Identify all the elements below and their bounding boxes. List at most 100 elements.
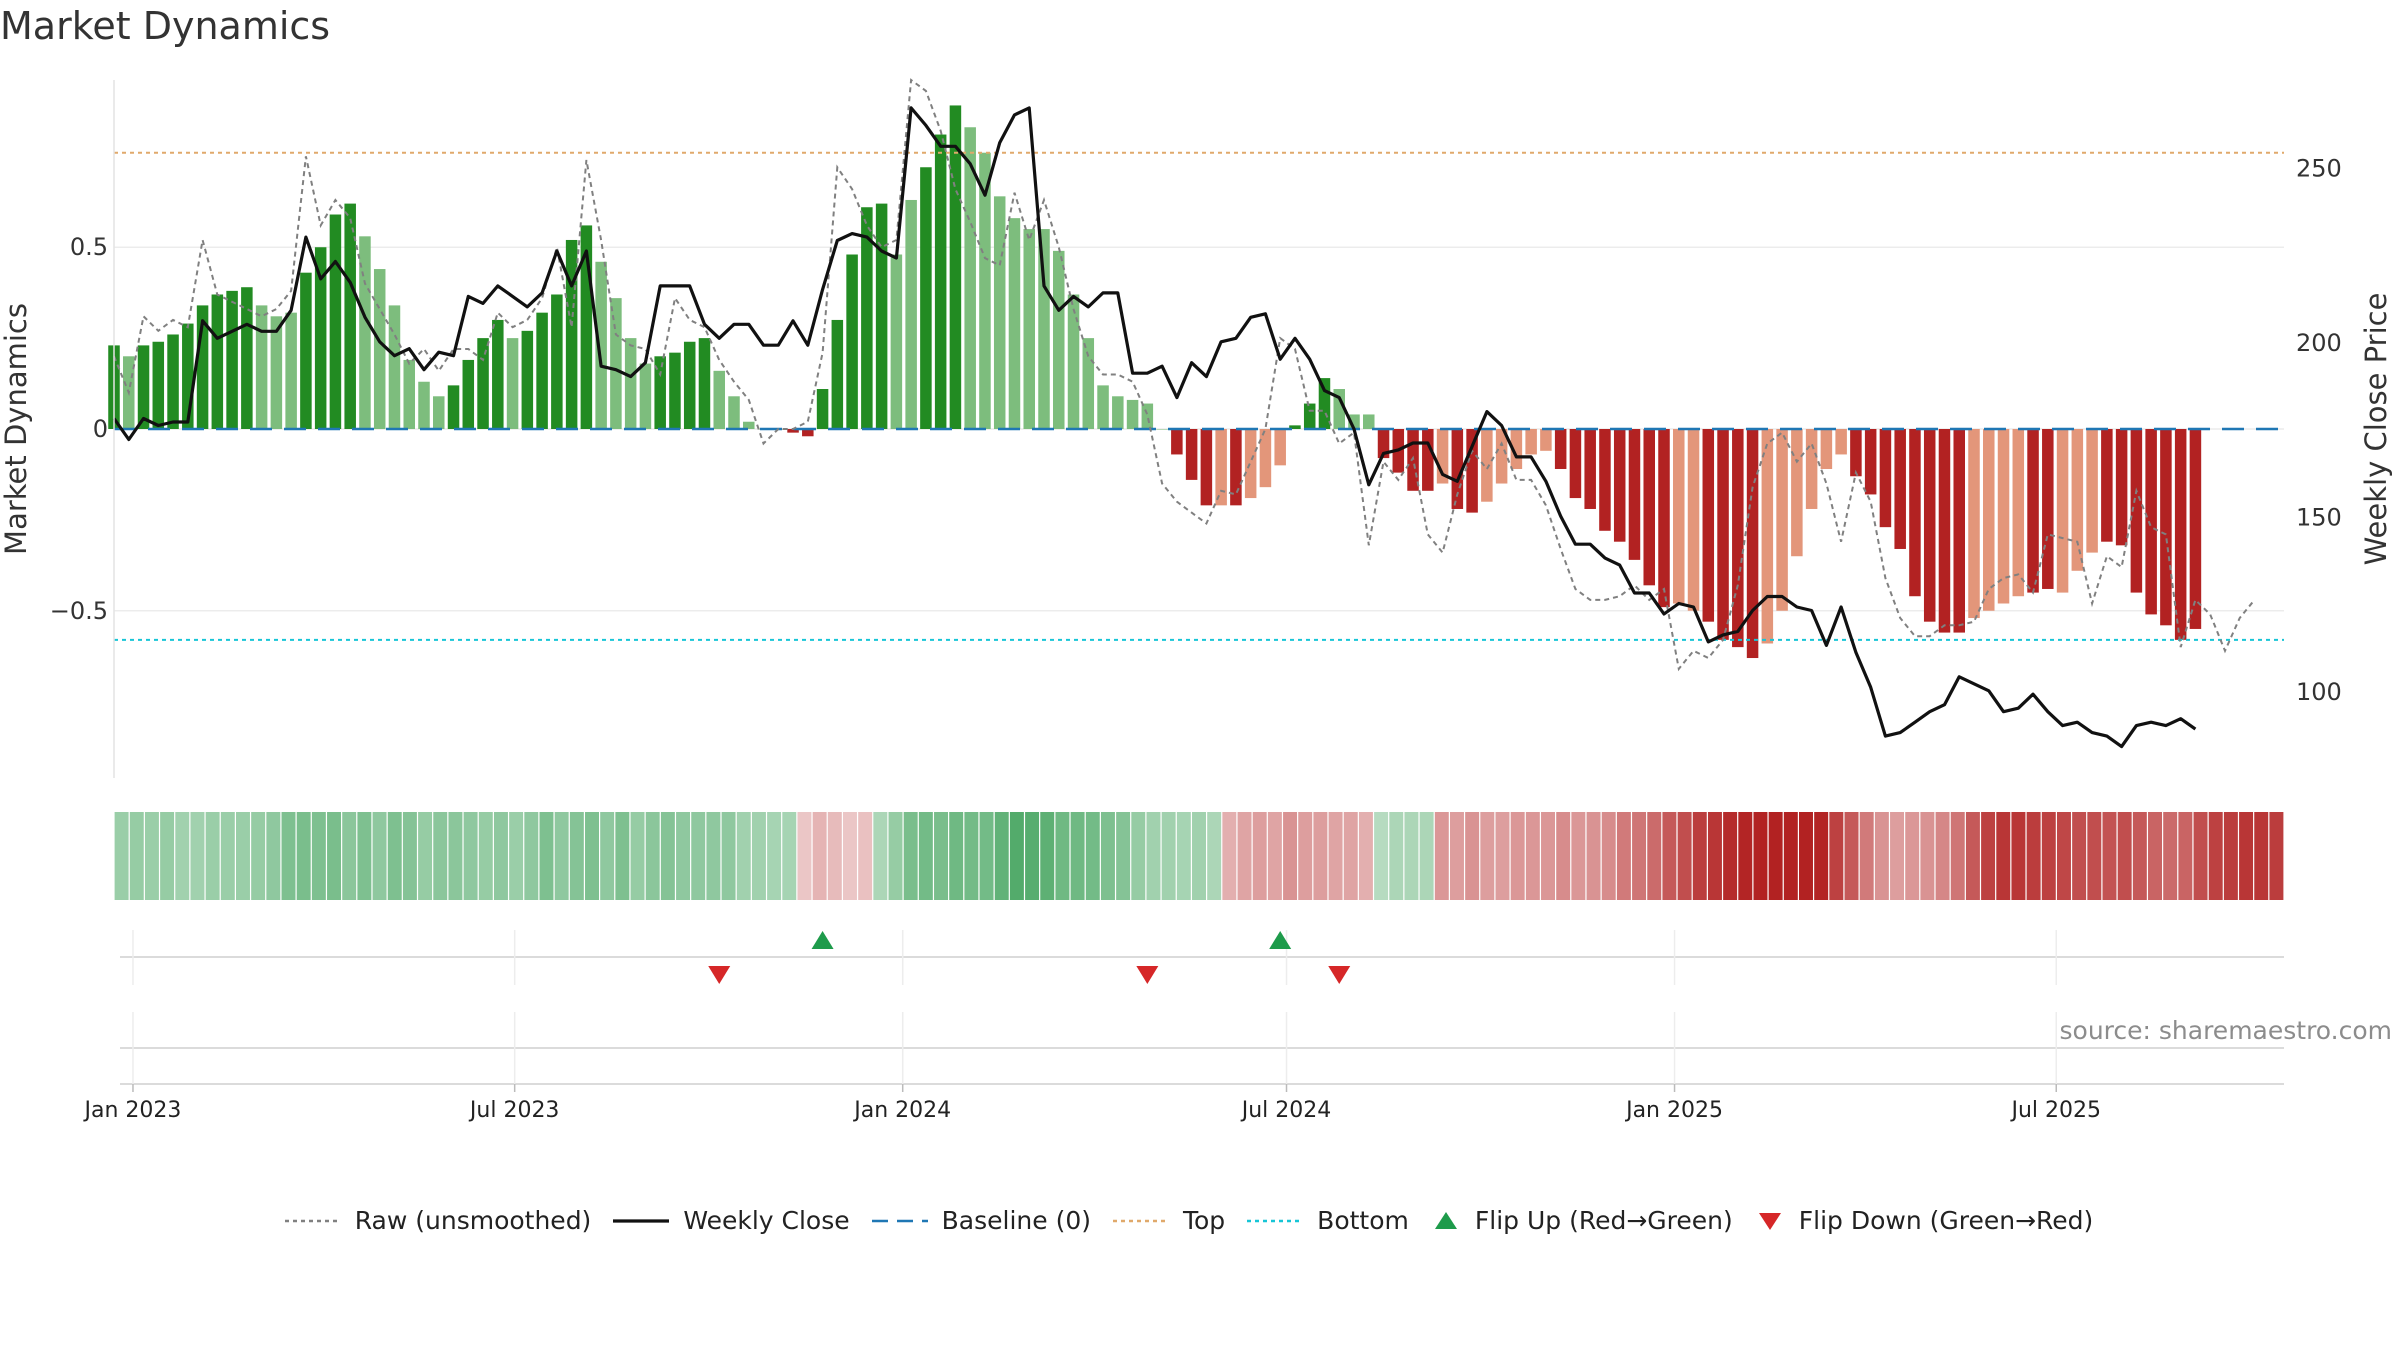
regime-cell — [1920, 812, 1935, 900]
regime-cell — [1738, 812, 1753, 900]
regime-cell — [1510, 812, 1525, 900]
legend-swatch — [1758, 1212, 1781, 1230]
dynamics-bar — [728, 396, 740, 429]
regime-cell — [1571, 812, 1586, 900]
dynamics-bar — [373, 269, 386, 429]
regime-cell — [827, 812, 842, 900]
regime-cell — [1768, 812, 1783, 900]
regime-cell — [1965, 812, 1980, 900]
dynamics-bar — [654, 356, 666, 429]
dynamics-bar — [713, 370, 725, 429]
dynamics-bar — [270, 316, 283, 429]
dynamics-bar — [1451, 429, 1464, 509]
x-tick-label: Jul 2024 — [1240, 1098, 1332, 1123]
legend-label: Baseline (0) — [941, 1206, 1091, 1235]
dynamics-bar — [846, 254, 858, 429]
dynamics-bar — [137, 345, 150, 429]
dynamics-bar — [1230, 429, 1242, 506]
dynamics-bar — [1289, 425, 1301, 429]
regime-cell — [600, 812, 615, 900]
dynamics-bar — [920, 167, 932, 429]
regime-cell — [721, 812, 736, 900]
dynamics-bar — [1658, 429, 1670, 608]
regime-cell — [2087, 812, 2102, 900]
regime-cell — [1783, 812, 1798, 900]
dynamics-bar — [1628, 429, 1641, 560]
dynamics-bar — [1348, 414, 1360, 429]
dynamics-bar — [1702, 429, 1715, 622]
regime-cell — [2269, 812, 2284, 900]
regime-cell — [979, 812, 994, 900]
regime-cell — [1055, 812, 1070, 900]
dynamics-bar — [1687, 429, 1700, 611]
dynamics-bar — [2027, 429, 2039, 593]
regime-cell — [1374, 812, 1389, 900]
flip-down-marker — [1328, 966, 1351, 984]
dynamics-bar — [1997, 429, 2010, 604]
regime-cell — [660, 812, 675, 900]
x-tick-label: Jul 2023 — [468, 1098, 560, 1123]
dynamics-bar — [433, 396, 445, 429]
legend-item-top: Top — [1112, 1206, 1225, 1235]
regime-cell — [1677, 812, 1692, 900]
regime-cell — [387, 812, 402, 900]
dynamics-bar — [1038, 229, 1050, 429]
flip-markers — [120, 930, 2284, 985]
dynamics-bar — [816, 389, 829, 429]
dynamics-bar — [1776, 429, 1788, 611]
regime-cell — [1525, 812, 1540, 900]
x-tick-label: Jan 2023 — [83, 1098, 182, 1123]
dynamics-bar — [1436, 429, 1449, 484]
regime-cell — [1009, 812, 1024, 900]
regime-cell — [1434, 812, 1449, 900]
regime-cell — [1950, 812, 1965, 900]
regime-cell — [251, 812, 266, 900]
regime-cell — [1176, 812, 1191, 900]
dynamics-bar — [1156, 429, 1168, 430]
regime-cell — [1981, 812, 1996, 900]
regime-cell — [1267, 812, 1282, 900]
dynamics-bar — [1894, 429, 1906, 549]
regime-cell — [372, 812, 387, 900]
regime-cell — [463, 812, 478, 900]
dynamics-bar — [536, 312, 548, 429]
regime-cell — [1070, 812, 1085, 900]
flip-up-marker — [811, 931, 834, 949]
regime-cell — [2178, 812, 2193, 900]
dynamics-bar — [1244, 429, 1257, 499]
dynamics-bar — [1067, 294, 1080, 429]
regime-cell — [175, 812, 190, 900]
regime-cell — [1207, 812, 1222, 900]
regime-cell — [994, 812, 1009, 900]
regime-cell — [1131, 812, 1146, 900]
regime-cell — [129, 812, 144, 900]
dynamics-bar — [1510, 429, 1523, 469]
dynamics-bar — [1318, 378, 1331, 429]
dynamics-bar — [861, 207, 873, 429]
dynamics-bar — [477, 338, 489, 429]
regime-cell — [873, 812, 888, 900]
regime-cell — [1040, 812, 1055, 900]
flip-down-marker — [708, 966, 731, 984]
regime-cell — [1707, 812, 1722, 900]
regime-cell — [2148, 812, 2163, 900]
regime-cell — [1480, 812, 1495, 900]
regime-cell — [2056, 812, 2071, 900]
y-axis-label: Market Dynamics — [0, 303, 33, 555]
regime-cell — [706, 812, 721, 900]
y2-tick-label: 150 — [2296, 503, 2342, 531]
dynamics-bar — [1303, 403, 1316, 429]
dynamics-bar — [1761, 429, 1774, 644]
dynamics-bar — [905, 199, 917, 429]
dynamics-bar — [1599, 429, 1611, 531]
dynamics-bar — [447, 385, 460, 429]
dynamics-bar — [1820, 429, 1833, 469]
legend-swatch — [1434, 1211, 1457, 1229]
flip-up-marker — [1269, 931, 1292, 949]
dynamics-bar — [993, 196, 1006, 429]
regime-cell — [1890, 812, 1905, 900]
dynamics-bar — [462, 359, 475, 429]
regime-cell — [1025, 812, 1040, 900]
regime-cell — [1298, 812, 1313, 900]
dynamics-bar — [255, 305, 268, 429]
